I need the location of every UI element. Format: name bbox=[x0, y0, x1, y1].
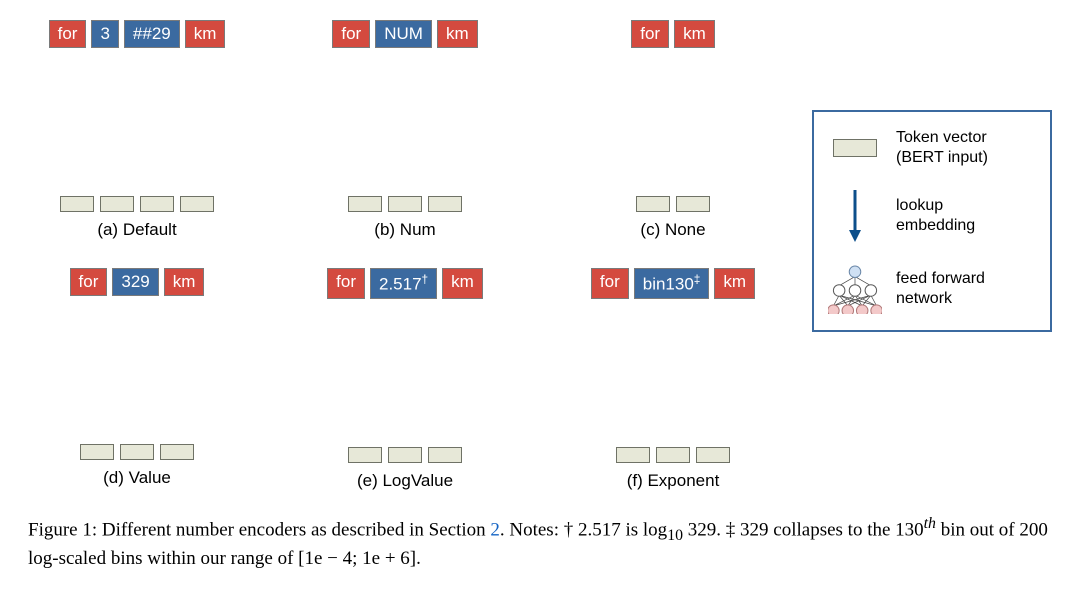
caption-log-sub: 10 bbox=[667, 527, 683, 544]
output-vector bbox=[120, 444, 154, 460]
panel-label: (a) Default bbox=[97, 220, 176, 240]
caption-prefix: Figure 1: Different number encoders as d… bbox=[28, 519, 490, 540]
token-row: forkm bbox=[631, 20, 715, 48]
caption-rest: . Notes: † 2.517 is log bbox=[500, 519, 667, 540]
token: 2.517† bbox=[370, 268, 437, 299]
token: km bbox=[437, 20, 478, 48]
legend-box: Token vector(BERT input) lookupembedding… bbox=[812, 110, 1052, 332]
legend-label-ffn: feed forwardnetwork bbox=[896, 269, 985, 309]
output-vector bbox=[636, 196, 670, 212]
token-row: for2.517†km bbox=[327, 268, 483, 299]
token-row: forbin130‡km bbox=[591, 268, 755, 299]
output-vector bbox=[676, 196, 710, 212]
token: 3 bbox=[91, 20, 118, 48]
legend-row-token-vector: Token vector(BERT input) bbox=[828, 128, 1036, 168]
token: for bbox=[591, 268, 629, 299]
token: ##29 bbox=[124, 20, 180, 48]
output-row bbox=[348, 447, 462, 463]
legend-label-lookup: lookupembedding bbox=[896, 196, 975, 236]
output-vector bbox=[160, 444, 194, 460]
panel-label: (c) None bbox=[640, 220, 705, 240]
panel-a: for3##29km (a) Default bbox=[28, 20, 246, 240]
caption-section-link[interactable]: 2 bbox=[490, 519, 500, 540]
output-vector bbox=[180, 196, 214, 212]
token: for bbox=[631, 20, 669, 48]
caption-after-log: 329. ‡ 329 collapses to the 130 bbox=[683, 519, 924, 540]
figure-row: for3##29km(a) DefaultforNUMkm(b) Numfork… bbox=[28, 20, 1052, 491]
output-vector bbox=[348, 447, 382, 463]
token: km bbox=[442, 268, 483, 299]
token-vector-icon bbox=[833, 139, 877, 157]
panel-b: forNUMkm (b) Num bbox=[296, 20, 514, 240]
output-vector bbox=[140, 196, 174, 212]
token-row: for3##29km bbox=[49, 20, 226, 48]
token: for bbox=[49, 20, 87, 48]
panel-label: (b) Num bbox=[374, 220, 435, 240]
figure-caption: Figure 1: Different number encoders as d… bbox=[28, 513, 1052, 572]
output-vector bbox=[428, 447, 462, 463]
output-vector bbox=[388, 196, 422, 212]
output-row bbox=[60, 196, 214, 212]
output-vector bbox=[80, 444, 114, 460]
caption-th: th bbox=[924, 515, 936, 532]
token: km bbox=[185, 20, 226, 48]
output-vector bbox=[616, 447, 650, 463]
panel-e: for2.517†km (e) LogValue bbox=[296, 268, 514, 491]
output-row bbox=[616, 447, 730, 463]
panel-d: for329km (d) Value bbox=[28, 268, 246, 491]
output-vector bbox=[696, 447, 730, 463]
token: for bbox=[332, 20, 370, 48]
output-row bbox=[80, 444, 194, 460]
output-vector bbox=[388, 447, 422, 463]
output-row bbox=[348, 196, 462, 212]
legend-label-token-vector: Token vector(BERT input) bbox=[896, 128, 988, 168]
output-vector bbox=[428, 196, 462, 212]
ffn-icon bbox=[828, 264, 882, 314]
output-vector bbox=[348, 196, 382, 212]
arrow-icon bbox=[844, 188, 866, 244]
panel-c: forkm (c) None bbox=[564, 20, 782, 240]
token: for bbox=[70, 268, 108, 296]
token: NUM bbox=[375, 20, 432, 48]
token-row: forNUMkm bbox=[332, 20, 477, 48]
output-vector bbox=[656, 447, 690, 463]
output-row bbox=[636, 196, 710, 212]
panel-label: (d) Value bbox=[103, 468, 171, 488]
token: km bbox=[164, 268, 205, 296]
token: km bbox=[674, 20, 715, 48]
output-vector bbox=[100, 196, 134, 212]
token-row: for329km bbox=[70, 268, 205, 296]
panel-label: (f) Exponent bbox=[627, 471, 720, 491]
panel-label: (e) LogValue bbox=[357, 471, 453, 491]
token: for bbox=[327, 268, 365, 299]
panel-f: forbin130‡km (f) Exponent bbox=[564, 268, 782, 491]
token: 329 bbox=[112, 268, 158, 296]
token: bin130‡ bbox=[634, 268, 710, 299]
legend-row-lookup: lookupembedding bbox=[828, 188, 1036, 244]
output-vector bbox=[60, 196, 94, 212]
panels-grid: for3##29km(a) DefaultforNUMkm(b) Numfork… bbox=[28, 20, 782, 491]
token: km bbox=[714, 268, 755, 299]
legend-row-ffn: feed forwardnetwork bbox=[828, 264, 1036, 314]
